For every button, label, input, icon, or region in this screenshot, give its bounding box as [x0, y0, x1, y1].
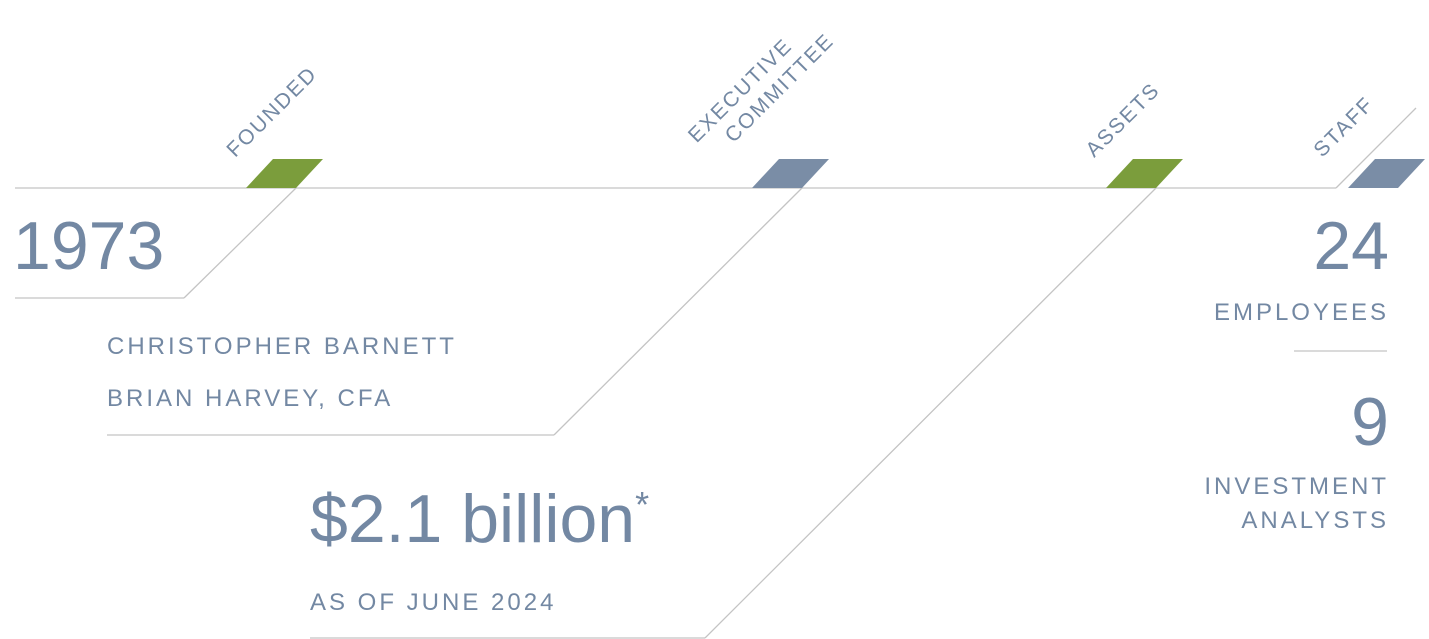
founded-year: 1973 — [13, 208, 165, 284]
assets-footnote-mark: * — [635, 484, 650, 525]
assets-amount-value: $2.1 billion — [310, 481, 636, 557]
analysts-label-line2: ANALYSTS — [1241, 507, 1389, 534]
employees-label: EMPLOYEES — [1213, 299, 1389, 326]
assets-diagonal — [704, 187, 1157, 639]
assets-as-of: AS OF JUNE 2024 — [310, 589, 557, 616]
employees-count: 24 — [1313, 208, 1389, 284]
staff-marker — [1348, 159, 1425, 188]
assets-amount: $2.1 billion* — [310, 485, 649, 553]
founded-marker — [246, 159, 323, 188]
analysts-count: 9 — [1351, 384, 1389, 460]
staff-diagonal-top — [1335, 107, 1417, 189]
committee-member-1: CHRISTOPHER BARNETT — [107, 333, 457, 360]
assets-marker — [1106, 159, 1183, 188]
analysts-label-line1: INVESTMENT — [1204, 473, 1389, 500]
committee-member-2: BRIAN HARVEY, CFA — [107, 385, 394, 412]
executive-marker — [752, 159, 829, 188]
executive-diagonal — [553, 187, 803, 436]
founded-diagonal — [183, 187, 297, 299]
